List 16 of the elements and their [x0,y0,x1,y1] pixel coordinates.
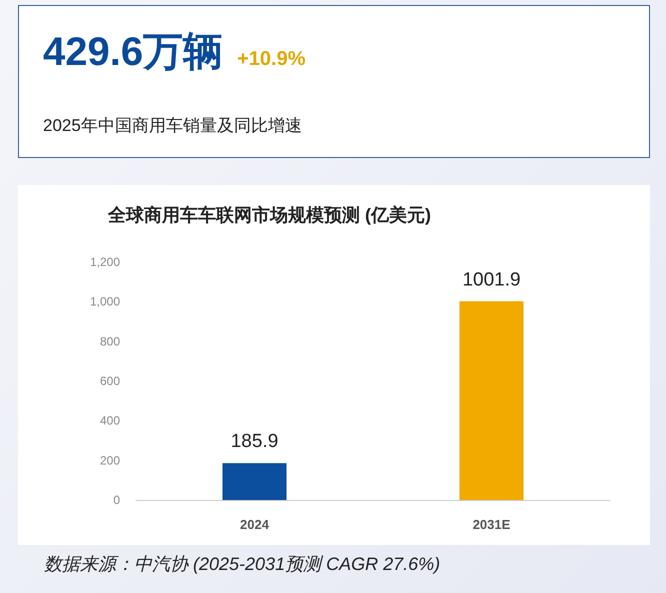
text: 429.6万辆 [43,29,224,76]
y-tick-label: 1,200 [90,255,120,269]
y-tick-label: 800 [100,334,120,348]
x-tick-label: 2031E [472,517,511,532]
x-tick-label: 2024 [240,517,270,532]
y-tick-label: 0 [113,493,120,507]
y-tick-label: 600 [100,374,120,388]
data-label: 185.9 [230,431,278,452]
source-note: 数据来源：中汽协 (2025-2031预测 CAGR 27.6%) [44,553,440,576]
chart-title: 全球商用车车联网市场规模预测 (亿美元) [107,205,431,225]
y-tick-label: 1,000 [90,294,120,309]
data-label: 1001.9 [462,269,521,290]
text: +10.9% [237,48,306,71]
y-tick-label: 200 [100,453,120,468]
y-tick-label: 400 [100,414,120,428]
text: 2025年中国商用车销量及同比增速 [43,115,302,137]
